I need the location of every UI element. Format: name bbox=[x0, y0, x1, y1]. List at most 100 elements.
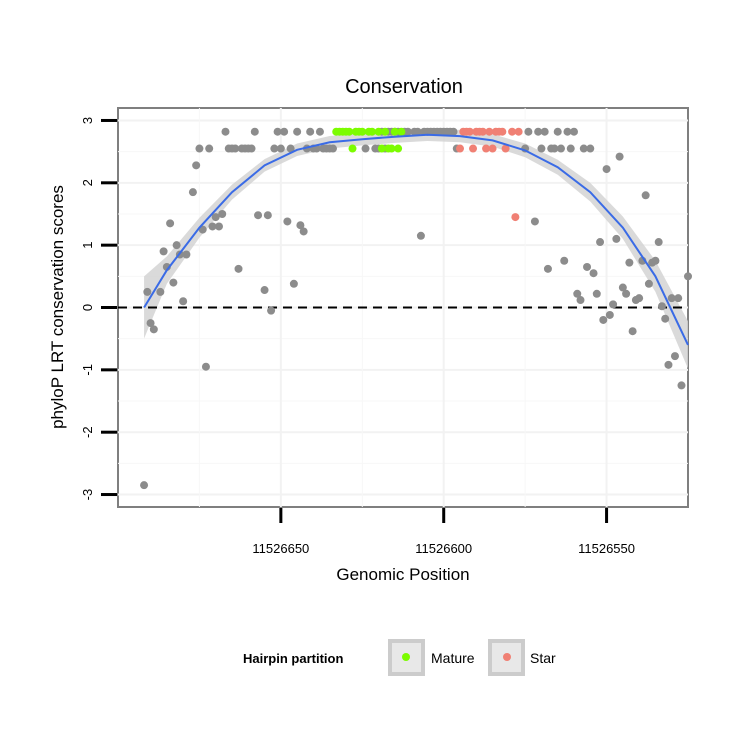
plot-panel bbox=[117, 107, 692, 508]
x-tick-label: 11526550 bbox=[578, 541, 635, 556]
data-point bbox=[306, 127, 315, 136]
legend-dot-star bbox=[503, 653, 511, 661]
data-point-mature bbox=[397, 127, 406, 136]
data-point bbox=[296, 221, 305, 230]
legend-dot-mature bbox=[402, 653, 410, 661]
data-point bbox=[315, 127, 324, 136]
data-point bbox=[195, 144, 204, 153]
data-point bbox=[159, 247, 168, 256]
data-point-star bbox=[488, 144, 497, 153]
data-point bbox=[583, 262, 592, 271]
data-point bbox=[172, 241, 181, 250]
data-point-mature bbox=[387, 144, 396, 153]
data-point bbox=[674, 294, 683, 303]
data-point bbox=[214, 222, 223, 231]
data-points bbox=[140, 127, 692, 490]
data-point bbox=[592, 289, 601, 298]
data-point bbox=[605, 310, 614, 319]
data-point bbox=[192, 161, 201, 170]
y-tick-label: 0 bbox=[80, 304, 95, 311]
data-point-mature bbox=[368, 127, 377, 136]
data-point bbox=[156, 287, 165, 296]
data-point bbox=[654, 238, 663, 247]
data-point bbox=[664, 360, 673, 369]
legend-label-star: Star bbox=[530, 650, 556, 666]
data-point bbox=[609, 300, 618, 309]
data-point bbox=[260, 286, 269, 295]
data-point bbox=[166, 219, 175, 228]
smooth-line bbox=[143, 133, 689, 346]
data-point bbox=[182, 250, 191, 259]
data-point-star bbox=[456, 144, 464, 153]
data-point bbox=[661, 314, 670, 323]
data-point bbox=[221, 127, 230, 136]
data-point-star bbox=[511, 213, 520, 222]
data-point bbox=[250, 127, 259, 136]
data-point bbox=[524, 127, 533, 136]
data-point bbox=[677, 381, 686, 390]
data-point-mature bbox=[345, 127, 354, 136]
data-point-star bbox=[514, 127, 523, 136]
x-tick-label: 11526650 bbox=[252, 541, 309, 556]
data-point bbox=[143, 287, 152, 296]
data-point bbox=[276, 144, 285, 153]
legend-title: Hairpin partition bbox=[243, 651, 343, 666]
data-point-mature bbox=[358, 127, 367, 136]
data-point bbox=[205, 144, 214, 153]
data-point bbox=[201, 362, 210, 371]
data-point bbox=[576, 296, 585, 305]
data-point-star bbox=[501, 144, 510, 153]
data-point-mature bbox=[381, 127, 390, 136]
data-point-mature bbox=[394, 144, 403, 153]
data-point bbox=[286, 144, 295, 153]
data-point bbox=[270, 144, 279, 153]
y-tick-label: 1 bbox=[80, 242, 95, 249]
data-point bbox=[328, 144, 337, 153]
data-point bbox=[273, 127, 282, 136]
data-point bbox=[449, 127, 458, 136]
y-tick-label: -3 bbox=[80, 489, 95, 501]
data-point-star bbox=[478, 127, 487, 136]
data-point bbox=[293, 127, 302, 136]
data-point bbox=[618, 283, 627, 292]
data-point bbox=[612, 234, 621, 243]
data-point-mature bbox=[374, 127, 383, 136]
data-point bbox=[553, 127, 562, 136]
data-point-star bbox=[482, 144, 491, 153]
data-point-star bbox=[485, 127, 494, 136]
legend-item-mature: Mature bbox=[388, 639, 475, 676]
data-point bbox=[179, 297, 188, 306]
x-tick-label: 11526600 bbox=[415, 541, 472, 556]
y-tick-label: 3 bbox=[80, 117, 95, 124]
legend: Hairpin partition Mature Star bbox=[243, 639, 556, 676]
data-point bbox=[579, 144, 588, 153]
data-point bbox=[299, 227, 308, 236]
data-point bbox=[146, 319, 155, 328]
data-point bbox=[563, 127, 572, 136]
x-axis-title: Genomic Position bbox=[336, 565, 469, 584]
data-point bbox=[231, 144, 240, 153]
data-point bbox=[570, 127, 578, 136]
data-point bbox=[556, 144, 565, 153]
data-point-star bbox=[465, 127, 474, 136]
y-tick-label: -2 bbox=[80, 426, 95, 438]
data-point bbox=[530, 217, 539, 226]
data-point bbox=[361, 144, 370, 153]
data-point bbox=[670, 352, 679, 361]
data-point bbox=[589, 269, 598, 278]
data-point bbox=[169, 278, 178, 287]
data-point bbox=[684, 272, 692, 281]
data-point bbox=[667, 294, 676, 303]
data-point bbox=[615, 152, 624, 161]
data-point bbox=[641, 191, 650, 200]
data-point bbox=[657, 302, 666, 311]
data-point bbox=[602, 165, 611, 174]
y-tick-label: -1 bbox=[80, 364, 95, 376]
chart-title: Conservation bbox=[345, 76, 463, 98]
data-point bbox=[628, 327, 637, 336]
data-point bbox=[644, 279, 653, 288]
data-point bbox=[596, 238, 605, 247]
data-point bbox=[267, 306, 276, 315]
data-point bbox=[211, 213, 220, 222]
data-point-mature bbox=[348, 144, 357, 153]
